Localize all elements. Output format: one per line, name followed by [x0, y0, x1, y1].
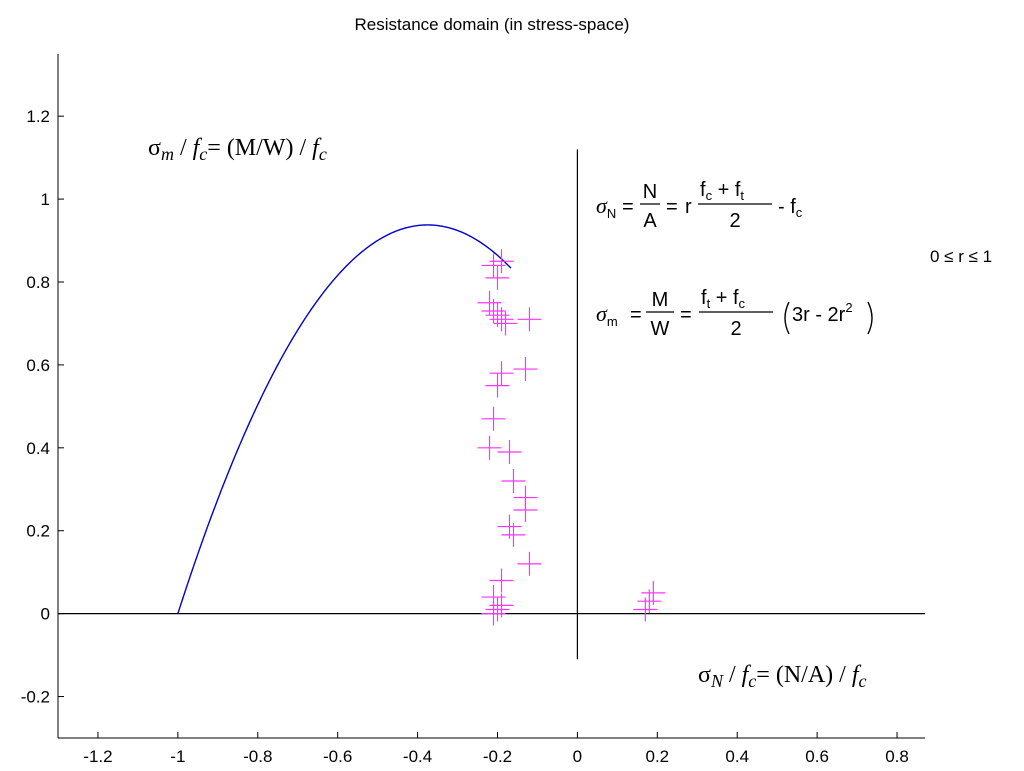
- svg-text:=: =: [630, 304, 642, 326]
- svg-text:W: W: [651, 318, 670, 340]
- plus-marker: [641, 580, 666, 605]
- plus-marker: [497, 439, 522, 464]
- plus-marker: [489, 361, 514, 386]
- x-tick-label: -0.2: [483, 747, 512, 766]
- x-axis-ticks: -1.2 -1 -0.8 -0.6 -0.4 -0.2 0 0.2 0.4 0.6 0.8: [83, 732, 909, 766]
- x-tick-label: -0.6: [323, 747, 352, 766]
- svg-text:3r - 2r2: 3r - 2r2: [792, 300, 853, 326]
- plus-marker: [489, 249, 514, 274]
- plus-marker: [633, 597, 658, 622]
- x-tick-label: -1.2: [83, 747, 112, 766]
- plus-marker: [489, 307, 514, 332]
- svg-text:=: =: [622, 196, 634, 218]
- plus-marker: [517, 551, 542, 576]
- x-tick-label: 0.4: [725, 747, 749, 766]
- y-tick-label: 0.4: [26, 439, 50, 458]
- plus-marker: [493, 311, 518, 336]
- plus-marker: [485, 373, 510, 398]
- plus-marker: [481, 601, 506, 626]
- x-tick-label: 0.6: [805, 747, 829, 766]
- x-tick-label: -0.8: [243, 747, 272, 766]
- plus-marker: [477, 435, 502, 460]
- resistance-domain-curve: [177, 224, 512, 614]
- svg-text:ft + fc: ft + fc: [701, 287, 746, 311]
- x-tick-label: 0.8: [885, 747, 909, 766]
- y-tick-label: 0: [41, 605, 50, 624]
- plus-marker: [485, 597, 510, 622]
- y-tick-label: 1.2: [26, 107, 50, 126]
- svg-text:r: r: [685, 196, 692, 218]
- svg-text:2: 2: [730, 318, 741, 340]
- x-tick-label: 0: [573, 747, 582, 766]
- y-axis-ticks: -0.2 0 0.2 0.4 0.6 0.8 1 1.2: [21, 107, 64, 707]
- svg-text:2: 2: [729, 210, 740, 232]
- y-axis-label: σm / fc= (M/W) / fc: [148, 135, 327, 164]
- y-tick-label: 0.8: [26, 273, 50, 292]
- data-markers: [477, 249, 666, 626]
- equation-sigma-m: σm = M W = ft + fc 2 3r - 2r2: [596, 287, 873, 340]
- plus-marker: [489, 568, 514, 593]
- svg-text:σm: σm: [596, 301, 618, 329]
- svg-text:fc + ft: fc + ft: [700, 179, 744, 203]
- plus-marker: [485, 265, 510, 290]
- x-tick-label: -1: [170, 747, 185, 766]
- x-tick-label: 0.2: [645, 747, 669, 766]
- plus-marker: [513, 357, 538, 382]
- plus-marker: [497, 514, 522, 539]
- svg-text:A: A: [643, 210, 657, 232]
- y-tick-label: 1: [41, 190, 50, 209]
- plus-marker: [517, 307, 542, 332]
- plus-marker: [481, 406, 506, 431]
- y-tick-label: 0.2: [26, 522, 50, 541]
- svg-text:M: M: [652, 289, 669, 311]
- svg-text:N: N: [643, 181, 657, 203]
- y-tick-label: 0.6: [26, 356, 50, 375]
- chart-title: Resistance domain (in stress-space): [355, 15, 630, 34]
- svg-text:=: =: [680, 304, 692, 326]
- svg-text:=: =: [666, 196, 678, 218]
- svg-text:- fc: - fc: [778, 196, 803, 220]
- r-range-text: 0 ≤ r ≤ 1: [930, 247, 992, 266]
- equation-sigma-n: σN = N A = r fc + ft 2 - fc: [596, 179, 803, 232]
- y-tick-label: -0.2: [21, 688, 50, 707]
- x-axis-label: σN / fc= (N/A) / fc: [698, 662, 867, 691]
- plus-marker: [501, 468, 526, 493]
- svg-text:σN: σN: [596, 193, 616, 221]
- x-tick-label: -0.4: [403, 747, 432, 766]
- plus-marker: [513, 498, 538, 522]
